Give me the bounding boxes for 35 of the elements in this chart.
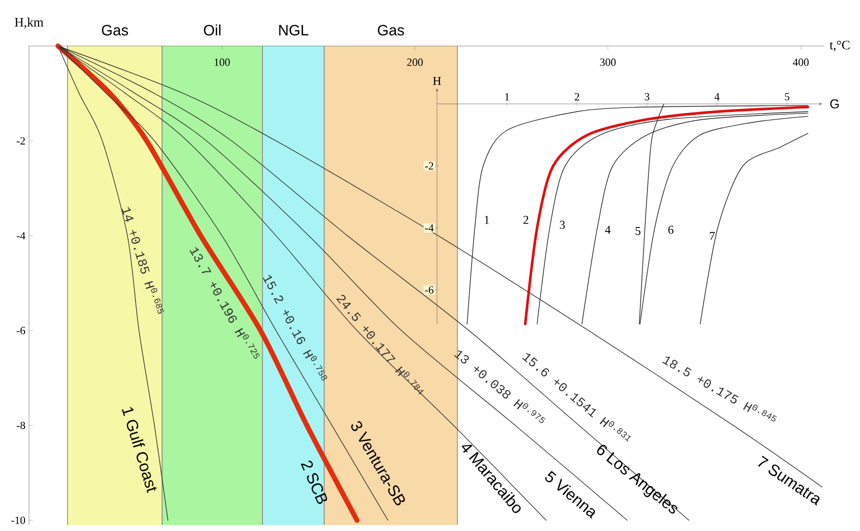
y-axis-title: H,km bbox=[14, 18, 44, 28]
y-tick-label: -4 bbox=[16, 232, 26, 240]
x-tick-label: 400 bbox=[792, 58, 809, 66]
x-tick-label: 100 bbox=[214, 58, 230, 66]
band-label: Gas bbox=[102, 24, 128, 36]
series-label: 6 bbox=[668, 226, 674, 234]
y-tick-label: -2 bbox=[16, 137, 25, 144]
series-label: 3 bbox=[560, 220, 565, 229]
series-label: 4 bbox=[605, 226, 611, 234]
x-tick-label: 2 bbox=[574, 93, 580, 100]
series-label: 7 bbox=[710, 232, 715, 240]
x-tick-label: 200 bbox=[407, 58, 423, 66]
annotation: 14 +0.185 H$^{0.685}$ bbox=[122, 207, 164, 314]
series-label: 2 bbox=[523, 216, 528, 224]
y-tick-label: -10 bbox=[11, 516, 26, 524]
band-label: Oil bbox=[204, 24, 220, 36]
y-tick-label: -6 bbox=[425, 286, 434, 294]
text: 2 SCB bbox=[300, 460, 328, 504]
x-axis-title: t,°C bbox=[830, 40, 850, 52]
y-tick-label: -6 bbox=[16, 326, 26, 334]
x-tick-label: 4 bbox=[714, 93, 720, 100]
y-axis-title: H bbox=[433, 77, 441, 85]
band-label: Gas bbox=[378, 24, 404, 36]
series-label: 1 bbox=[484, 216, 489, 224]
y-tick-label: -2 bbox=[425, 162, 434, 170]
x-tick-label: 3 bbox=[644, 93, 650, 100]
x-tick-label: 1 bbox=[505, 93, 510, 100]
x-axis-title: G bbox=[830, 99, 839, 108]
y-tick-label: -8 bbox=[16, 422, 26, 430]
text: 1 Gulf Coast bbox=[122, 407, 157, 493]
band-label: NGL bbox=[279, 24, 308, 36]
x-tick-label: 5 bbox=[784, 93, 790, 100]
y-tick-label: -4 bbox=[425, 224, 434, 232]
x-tick-label: 300 bbox=[600, 58, 616, 66]
series-label: 5 bbox=[636, 227, 640, 235]
